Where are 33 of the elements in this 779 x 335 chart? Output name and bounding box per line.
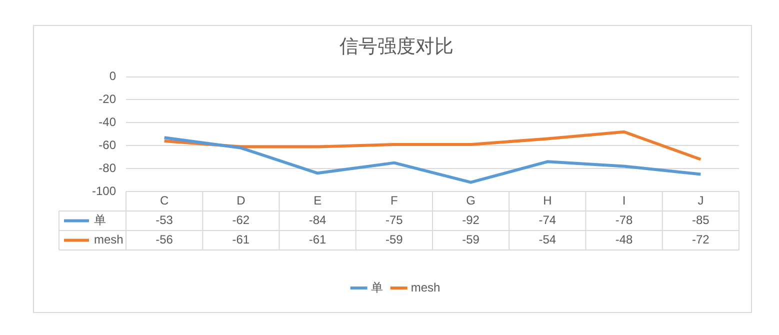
data-label: -61 — [308, 232, 327, 247]
x-tick-label: G — [466, 194, 476, 208]
y-tick-label: -60 — [98, 138, 116, 152]
x-tick-label: I — [622, 194, 626, 208]
y-tick-label: -100 — [92, 184, 116, 198]
data-label: -54 — [538, 232, 556, 247]
x-tick-label: E — [314, 194, 322, 208]
data-label: -85 — [692, 213, 710, 228]
y-tick-label: -40 — [98, 114, 116, 129]
y-tick-label: -80 — [98, 160, 116, 175]
chart-title: 信号强度对比 — [340, 36, 454, 58]
data-label: -48 — [615, 232, 634, 247]
data-label: -56 — [156, 232, 174, 247]
data-label: -78 — [615, 213, 634, 228]
x-tick-label: D — [236, 194, 246, 208]
x-tick-label: J — [698, 194, 704, 208]
legend-label: 单 — [94, 213, 106, 228]
x-tick-label: H — [543, 194, 552, 208]
x-tick-label: F — [390, 194, 398, 208]
data-label: -62 — [232, 213, 250, 228]
data-label: -74 — [538, 213, 556, 228]
data-label: -84 — [308, 213, 327, 228]
data-label: -72 — [692, 232, 710, 247]
y-tick-label: 0 — [109, 69, 116, 84]
data-label: -59 — [462, 232, 480, 247]
y-tick-label: -20 — [98, 92, 116, 106]
data-label: -53 — [156, 213, 174, 228]
data-label: -92 — [462, 213, 480, 228]
legend-label: mesh — [94, 232, 124, 247]
data-label: -59 — [386, 232, 404, 247]
data-label: -61 — [232, 232, 250, 247]
data-label: -75 — [386, 213, 404, 228]
x-tick-label: C — [160, 194, 169, 208]
